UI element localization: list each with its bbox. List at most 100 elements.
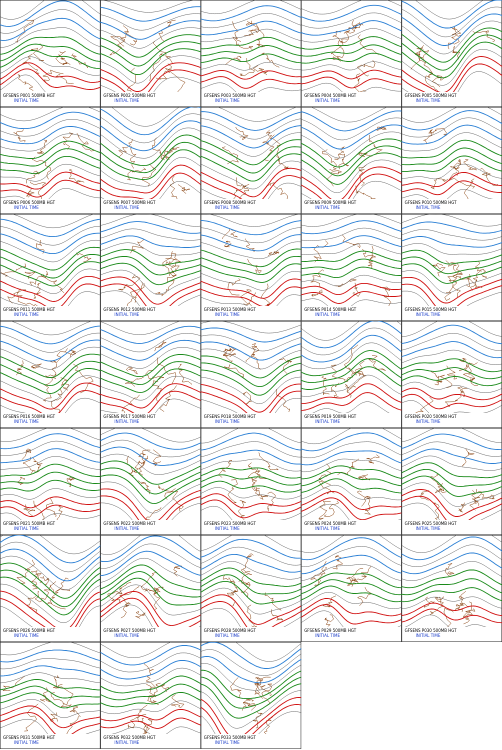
- contour: [0, 17, 101, 41]
- coastline: [424, 71, 439, 92]
- coastline: [141, 718, 150, 734]
- contour: [200, 175, 302, 199]
- contour: [0, 43, 101, 62]
- map: [100, 0, 201, 92]
- contour: [100, 488, 201, 520]
- contour: [301, 432, 402, 452]
- contour: [301, 266, 402, 279]
- contour: [0, 496, 101, 509]
- contour: [0, 0, 101, 27]
- panel-caption: GFSENS P029 500MB HGT: [304, 628, 357, 633]
- coastline: [126, 366, 138, 375]
- contour: [301, 358, 402, 384]
- contour: [200, 561, 302, 580]
- contour: [100, 34, 201, 58]
- coastline: [178, 363, 192, 385]
- contour: [0, 179, 101, 198]
- contour: [0, 672, 101, 684]
- contour: [100, 242, 201, 256]
- contour: [100, 120, 201, 152]
- contour: [401, 495, 502, 520]
- contour: [401, 468, 502, 487]
- contour: [100, 383, 201, 409]
- panel-caption: GFSENS P009 500MB HGT: [304, 200, 357, 205]
- contour: [301, 110, 402, 132]
- contour: [0, 456, 101, 470]
- contour: [0, 226, 101, 246]
- contour: [0, 448, 101, 464]
- contour: [301, 450, 402, 466]
- coastline: [152, 449, 162, 467]
- coastline: [55, 74, 74, 84]
- contour: [110, 107, 180, 127]
- contour: [0, 555, 101, 590]
- coastline: [36, 239, 45, 254]
- coastline: [368, 134, 383, 155]
- contour: [401, 578, 502, 596]
- coastline: [31, 570, 43, 583]
- map: [0, 428, 101, 520]
- contour: [100, 591, 201, 627]
- panel-frame: [401, 428, 502, 535]
- contour: [200, 642, 302, 669]
- contour: [200, 227, 302, 243]
- coastline: [223, 349, 237, 357]
- contour: [301, 546, 402, 567]
- contour: [401, 110, 502, 131]
- contour: [0, 218, 101, 238]
- coastline: [152, 137, 165, 161]
- contour: [100, 255, 201, 276]
- contour: [0, 658, 101, 670]
- panel-caption: GFSENS P003 500MB HGT: [204, 93, 257, 98]
- panel-caption: GFSENS P008 500MB HGT: [204, 200, 257, 205]
- contour: [100, 398, 201, 413]
- coastline: [368, 355, 386, 371]
- contour: [200, 139, 302, 166]
- coastline: [226, 589, 238, 607]
- contour: [0, 471, 101, 484]
- contour: [100, 55, 201, 84]
- contour: [401, 249, 502, 265]
- panel-caption: GFSENS P027 500MB HGT: [103, 628, 156, 633]
- panel-time: INITIAL TIME: [416, 98, 441, 103]
- coastline: [173, 565, 182, 577]
- coastline: [238, 579, 251, 598]
- panel-frame: [0, 214, 101, 321]
- contour: [217, 107, 298, 122]
- panel-caption: GFSENS P026 500MB HGT: [3, 628, 56, 633]
- coastline: [56, 506, 63, 520]
- contour: [200, 82, 302, 92]
- panel-time: INITIAL TIME: [14, 526, 39, 531]
- contour: [301, 491, 402, 510]
- contour: [301, 478, 402, 494]
- panel-time: INITIAL TIME: [114, 98, 139, 103]
- coastline: [444, 563, 455, 576]
- contour: [200, 594, 302, 625]
- contour: [301, 36, 402, 50]
- panel-caption: GFSENS P014 500MB HGT: [304, 307, 357, 312]
- panel-time: INITIAL TIME: [14, 98, 39, 103]
- coastline: [153, 587, 161, 610]
- coastline: [429, 473, 443, 490]
- map: [100, 428, 201, 520]
- contour: [200, 20, 302, 36]
- coastline: [227, 278, 241, 296]
- panel-time: INITIAL TIME: [14, 633, 39, 638]
- panel-caption: GFSENS P030 500MB HGT: [405, 628, 458, 633]
- contour: [0, 605, 101, 627]
- contour: [100, 432, 201, 450]
- panel-caption: GFSENS P033 500MB HGT: [204, 735, 257, 740]
- contour: [100, 691, 201, 708]
- coastline: [145, 370, 164, 380]
- contour: [100, 172, 201, 199]
- coastline: [110, 31, 130, 47]
- panel-caption: GFSENS P006 500MB HGT: [3, 200, 56, 205]
- coastline: [76, 133, 95, 152]
- coastline: [472, 30, 495, 42]
- coastline: [241, 698, 254, 711]
